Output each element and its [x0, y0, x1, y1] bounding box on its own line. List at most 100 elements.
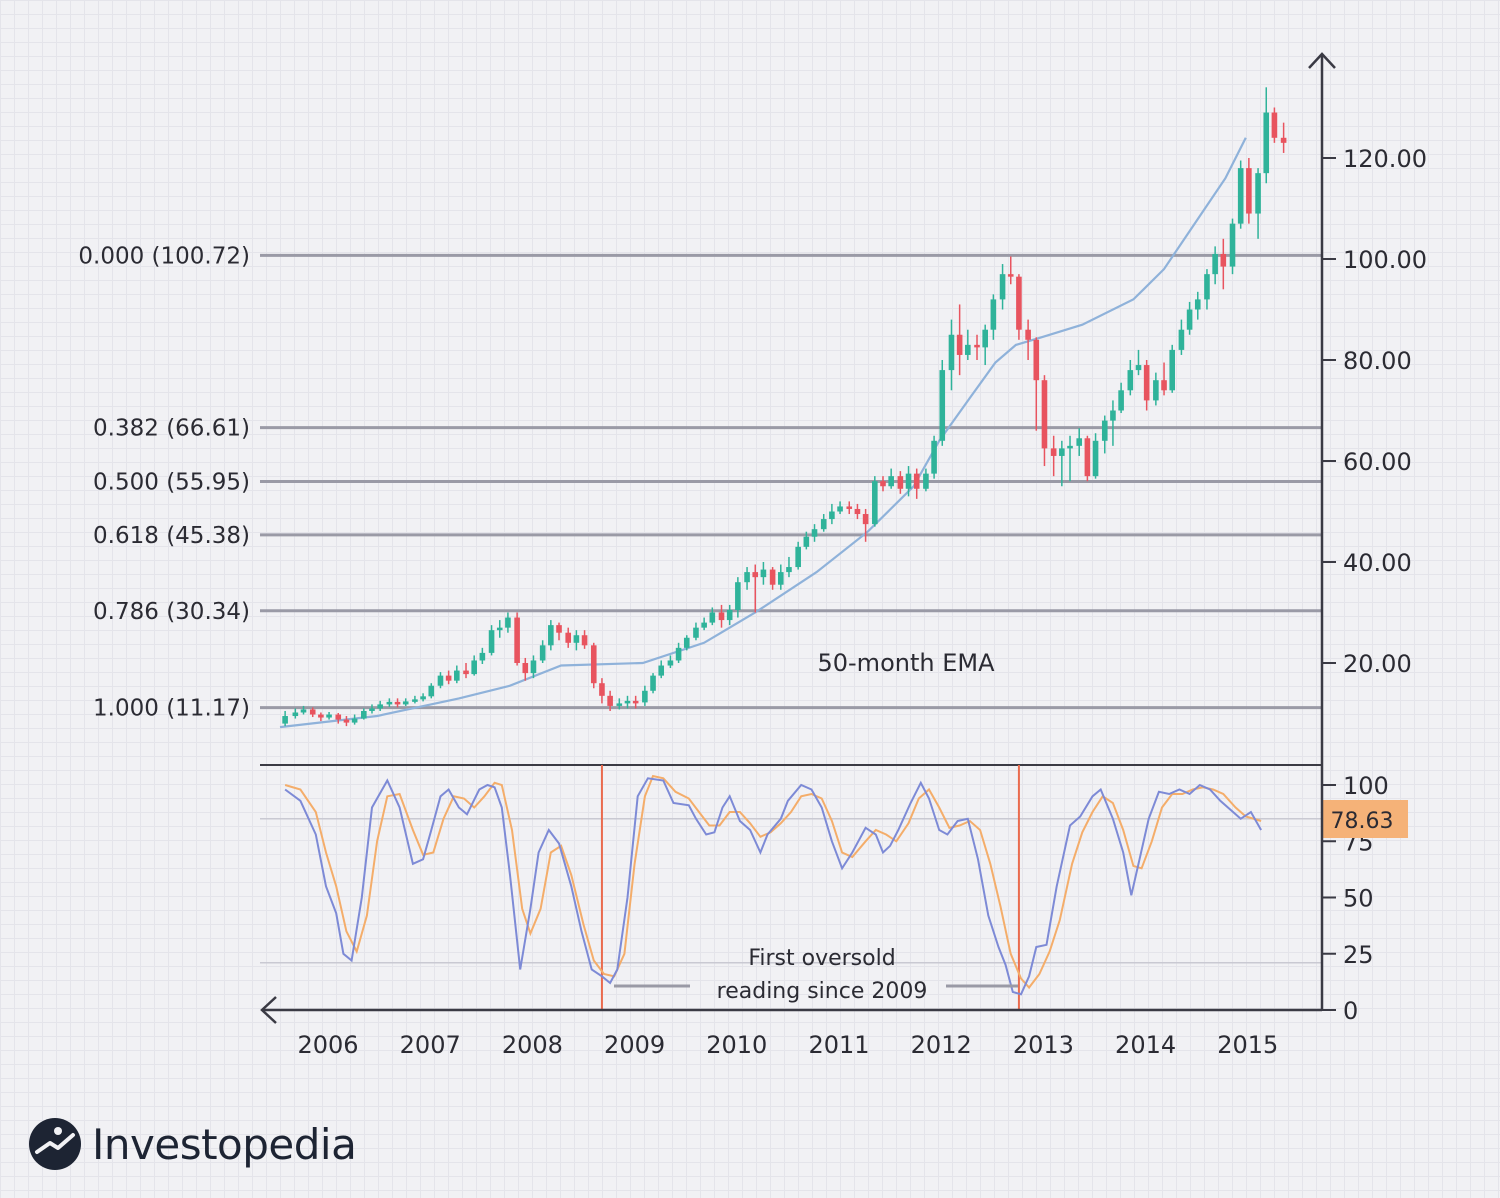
fib-level-label: 0.382 (66.61) — [93, 416, 250, 442]
current-value-badge — [1322, 800, 1408, 838]
stochastic-k-line — [284, 777, 1262, 996]
candle-down — [343, 716, 350, 727]
candle-up — [1237, 160, 1244, 229]
candle-up — [667, 655, 674, 669]
oversold-annotation-line-2: reading since 2009 — [717, 979, 928, 1004]
candle-body — [658, 665, 665, 676]
candle-body — [880, 481, 886, 487]
candle-body — [1033, 339, 1040, 381]
candle-down — [556, 622, 562, 641]
candle-down — [1246, 158, 1252, 224]
candle-body — [982, 329, 988, 348]
candle-body — [514, 617, 520, 663]
candle-up — [530, 655, 537, 679]
candle-down — [309, 707, 316, 718]
brand-logo[interactable]: Investopedia — [28, 1117, 357, 1171]
candle-body — [829, 511, 835, 520]
candle-body — [522, 663, 529, 674]
investopedia-logo-icon — [29, 1118, 81, 1170]
candle-body — [820, 519, 827, 530]
candle-body — [948, 334, 955, 371]
candle-down — [463, 663, 469, 679]
price-tick-label: 120.00 — [1343, 145, 1427, 173]
candle-body — [905, 473, 912, 489]
candle-body — [760, 569, 767, 578]
candle-body — [445, 675, 452, 681]
candle-body — [394, 701, 401, 705]
candle-body — [318, 714, 324, 718]
candle-body — [1067, 445, 1073, 449]
candle-down — [1050, 435, 1057, 477]
candle-body — [292, 712, 299, 717]
candle-down — [862, 508, 869, 542]
candle-down — [1143, 360, 1150, 411]
candle-body — [1263, 112, 1270, 174]
candle-up — [1118, 382, 1124, 414]
candle-down — [956, 304, 963, 376]
fib-level-label: 0.500 (55.95) — [93, 469, 250, 495]
candle-down — [769, 567, 776, 590]
stochastic-reference-lines — [260, 818, 1322, 964]
candle-body — [1025, 329, 1031, 340]
candle-body — [642, 690, 648, 703]
oversold-annotation: First oversold reading since 2009 — [614, 946, 1018, 1004]
candle-up — [931, 435, 937, 479]
candle-up — [811, 524, 818, 542]
candle-body — [565, 632, 572, 643]
candle-body — [888, 476, 894, 487]
candle-up — [1178, 319, 1185, 355]
candle-up — [412, 695, 418, 704]
candle-up — [369, 704, 375, 714]
candle-down — [1280, 122, 1287, 153]
candle-body — [1076, 438, 1083, 446]
year-label: 2015 — [1217, 1031, 1278, 1059]
candle-body — [786, 567, 792, 573]
candle-down — [565, 627, 572, 648]
candle-down — [599, 678, 605, 704]
candle-body — [803, 536, 810, 547]
candle-body — [872, 481, 878, 525]
price-tick-label: 100.00 — [1343, 246, 1427, 274]
price-tick-label: 20.00 — [1343, 650, 1412, 678]
candle-body — [556, 625, 562, 633]
candle-body — [777, 572, 784, 585]
candle-body — [1007, 274, 1014, 277]
candle-down — [1007, 256, 1014, 285]
axes: 2006 2007 2008 2009 2010 2011 2012 2013 2014 2015 — [260, 52, 1336, 1059]
candle-body — [846, 506, 853, 509]
candle-body — [1246, 168, 1252, 214]
candle-up — [1186, 301, 1193, 335]
candle-body — [1127, 370, 1134, 391]
candle-up — [1127, 360, 1134, 396]
candle-up — [437, 672, 444, 689]
candle-up — [402, 698, 409, 706]
candle-body — [386, 701, 393, 705]
candle-body — [428, 685, 435, 697]
candle-body — [735, 582, 741, 610]
candle-body — [1110, 410, 1116, 421]
candle-body — [811, 529, 818, 537]
year-label: 2007 — [400, 1031, 461, 1059]
candle-body — [282, 716, 288, 724]
candle-down — [752, 564, 759, 613]
candle-body — [548, 625, 554, 646]
candle-up — [386, 698, 393, 707]
candle-body — [1059, 448, 1065, 456]
candle-down — [1220, 238, 1227, 290]
candle-body — [1084, 438, 1091, 477]
candle-body — [369, 708, 375, 711]
candle-up — [1059, 440, 1065, 487]
ema-annotation: 50-month EMA — [817, 649, 995, 677]
candle-down — [1084, 435, 1091, 482]
year-label: 2009 — [604, 1031, 665, 1059]
candle-body — [1101, 420, 1108, 441]
candle-body — [300, 709, 307, 713]
candle-up — [428, 683, 435, 699]
candle-body — [974, 344, 980, 348]
candle-up — [650, 673, 656, 694]
candle-up — [1110, 400, 1116, 446]
candle-body — [496, 627, 503, 631]
y-axis-arrow-icon — [1308, 52, 1336, 69]
candle-body — [335, 714, 342, 720]
candle-body — [1271, 112, 1278, 138]
